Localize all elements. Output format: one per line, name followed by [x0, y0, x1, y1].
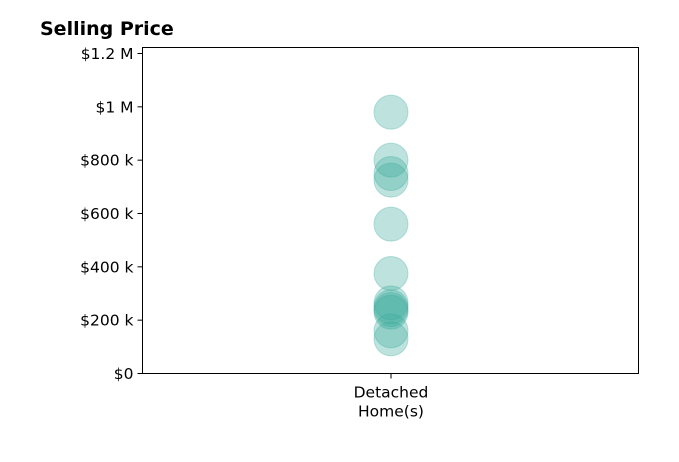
data-points: [373, 94, 409, 357]
y-tick-label: $0: [114, 365, 134, 383]
x-category-label: Detached: [354, 384, 429, 402]
data-point: [373, 292, 409, 327]
data-point: [373, 206, 409, 242]
data-point: [373, 289, 409, 325]
data-point: [373, 313, 409, 349]
chart-title: Selling Price: [40, 18, 174, 40]
data-point: [373, 256, 409, 291]
data-point: [373, 321, 409, 357]
y-axis: $0 $200 k $400 k $600 k $800 k $1 M $1.2 M: [80, 45, 143, 383]
data-point: [373, 285, 409, 321]
y-tick-label: $1 M: [95, 98, 133, 116]
data-point: [373, 162, 409, 198]
data-point: [373, 156, 409, 191]
x-category-label: Home(s): [358, 403, 424, 421]
y-tick-label: $600 k: [80, 205, 133, 223]
y-tick-label: $200 k: [80, 312, 133, 330]
y-tick-label: $800 k: [80, 152, 133, 170]
data-point: [373, 294, 409, 330]
data-point: [373, 94, 409, 130]
y-tick-label: $400 k: [80, 258, 133, 276]
y-tick-label: $1.2 M: [81, 45, 134, 63]
data-point: [373, 142, 409, 178]
